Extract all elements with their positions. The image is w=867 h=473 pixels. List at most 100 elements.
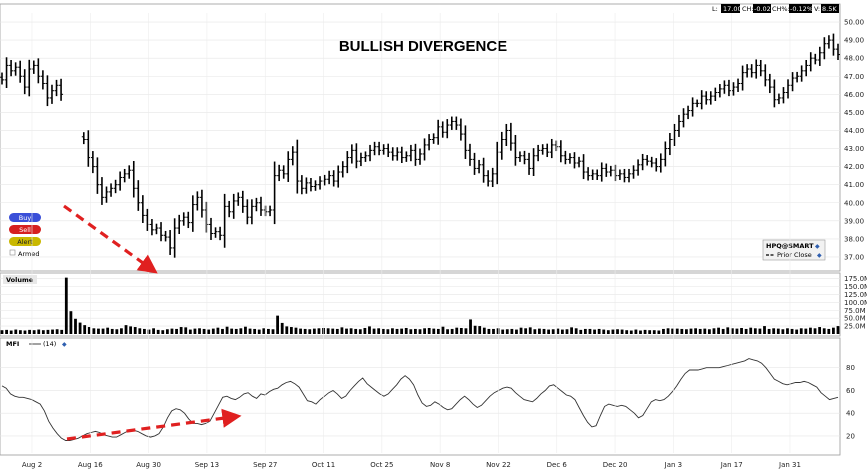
volume-bar bbox=[675, 328, 679, 334]
volume-bar bbox=[758, 328, 762, 334]
ohlc-bar bbox=[622, 168, 627, 183]
volume-bar bbox=[193, 328, 197, 334]
ohlc-bar bbox=[149, 219, 154, 236]
sell-button[interactable]: Sell bbox=[9, 225, 41, 234]
price-tick-label: 45.00 bbox=[844, 109, 864, 117]
volume-bar bbox=[211, 328, 215, 334]
volume-bar bbox=[92, 328, 96, 334]
volume-bar bbox=[652, 330, 656, 334]
volume-bar bbox=[772, 328, 776, 334]
ohlc-bar bbox=[340, 161, 345, 178]
prior-close-info-icon[interactable]: ◆ bbox=[817, 253, 822, 259]
ohlc-bar bbox=[458, 118, 463, 141]
volume-bar bbox=[225, 326, 229, 334]
price-tick-label: 42.00 bbox=[844, 163, 864, 171]
ohlc-bar bbox=[254, 197, 259, 212]
ohlc-bar bbox=[109, 183, 114, 197]
volume-bar bbox=[138, 328, 142, 334]
volume-bar bbox=[441, 326, 445, 334]
volume-bar bbox=[202, 328, 206, 334]
ohlc-bar bbox=[708, 91, 713, 105]
ohlc-bar bbox=[336, 165, 341, 188]
ohlc-bar bbox=[763, 64, 768, 87]
ohlc-bar bbox=[304, 177, 309, 194]
ohlc-bar bbox=[231, 193, 236, 219]
volume-bar bbox=[804, 328, 808, 334]
ohlc-bar bbox=[436, 119, 441, 145]
volume-bar bbox=[87, 327, 91, 334]
svg-text:Alert: Alert bbox=[17, 238, 33, 246]
ohlc-bar bbox=[118, 171, 123, 191]
buy-button[interactable]: Buy bbox=[9, 213, 41, 222]
armed-checkbox[interactable]: Armed bbox=[9, 249, 39, 258]
ohlc-bar bbox=[240, 190, 245, 213]
volume-bar bbox=[496, 328, 500, 334]
volume-bar bbox=[781, 329, 785, 334]
ohlc-bar bbox=[172, 218, 177, 258]
volume-bar bbox=[487, 328, 491, 334]
volume-bar bbox=[37, 329, 41, 334]
mfi-pane-label: MFI bbox=[6, 340, 19, 348]
volume-bar bbox=[547, 329, 551, 334]
volume-bar bbox=[326, 328, 330, 334]
ohlc-bar bbox=[209, 217, 213, 240]
alert-button[interactable]: Alert bbox=[9, 237, 41, 246]
volume-tick-label: 25.0M bbox=[844, 323, 866, 331]
ohlc-bar bbox=[18, 60, 23, 83]
ohlc-bar bbox=[799, 65, 804, 82]
ohlc-bar bbox=[826, 35, 831, 49]
ohlc-bar bbox=[717, 84, 722, 98]
volume-bar bbox=[308, 329, 312, 334]
ohlc-bar bbox=[277, 164, 282, 182]
volume-bar bbox=[450, 328, 454, 334]
volume-bar bbox=[395, 328, 399, 334]
volume-bar bbox=[276, 315, 280, 334]
ohlc-bar bbox=[190, 195, 195, 232]
volume-bar bbox=[340, 327, 344, 334]
volume-bar bbox=[455, 327, 459, 334]
volume-bar bbox=[707, 329, 711, 334]
volume-bar bbox=[414, 328, 417, 334]
volume-bar bbox=[648, 330, 652, 334]
mfi-info-icon[interactable]: ◆ bbox=[62, 342, 67, 348]
volume-bar bbox=[386, 329, 390, 334]
date-tick-label: Nov 22 bbox=[486, 461, 511, 469]
ohlc-bar bbox=[22, 69, 27, 95]
ohlc-bar bbox=[422, 138, 427, 161]
volume-bar bbox=[358, 329, 362, 334]
date-tick-label: Oct 25 bbox=[370, 461, 393, 469]
ohlc-bar bbox=[186, 211, 191, 229]
ohlc-bar bbox=[813, 53, 818, 65]
volume-bar bbox=[469, 319, 472, 334]
volume-bar bbox=[818, 327, 822, 334]
volume-bar bbox=[354, 328, 358, 334]
volume-bar bbox=[501, 329, 505, 334]
ohlc-bar bbox=[363, 151, 368, 162]
ohlc-bar bbox=[536, 144, 541, 162]
ohlc-bar bbox=[40, 70, 45, 90]
legend-prior-close: Prior Close bbox=[777, 251, 812, 259]
volume-bar bbox=[69, 311, 73, 334]
date-tick-label: Nov 8 bbox=[430, 461, 450, 469]
ohlc-bar bbox=[527, 152, 532, 175]
ohlc-bar bbox=[4, 57, 9, 88]
ohlc-bar bbox=[9, 59, 14, 77]
ohlc-bar bbox=[399, 146, 404, 163]
volume-bar bbox=[611, 329, 615, 334]
ohlc-bar bbox=[531, 148, 536, 177]
ohlc-bar bbox=[722, 80, 727, 94]
symbol-info-icon[interactable]: ◆ bbox=[815, 244, 820, 250]
volume-bar bbox=[643, 329, 647, 334]
ohlc-bar bbox=[549, 138, 554, 159]
ohlc-bar bbox=[122, 168, 127, 183]
volume-bar bbox=[101, 328, 105, 334]
price-tick-label: 43.00 bbox=[844, 145, 864, 153]
ohlc-bar bbox=[658, 153, 663, 173]
volume-bar bbox=[161, 330, 165, 334]
ohlc-bar bbox=[386, 143, 391, 158]
price-tick-label: 48.00 bbox=[844, 55, 864, 63]
volume-bar bbox=[528, 327, 532, 334]
date-tick-label: Jan 17 bbox=[720, 461, 743, 469]
ohlc-bar bbox=[445, 119, 450, 139]
price-tick-label: 38.00 bbox=[844, 235, 864, 243]
